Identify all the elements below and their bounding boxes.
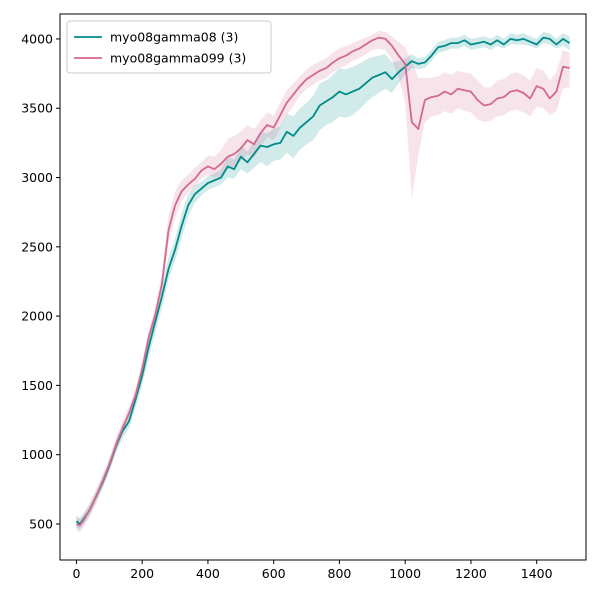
y-tick-label: 2500 [21, 239, 53, 254]
confidence-bands [76, 30, 570, 533]
y-tick-label: 3000 [21, 170, 53, 185]
y-tick-label: 2000 [21, 309, 53, 324]
x-tick-label: 0 [72, 566, 80, 581]
y-tick-label: 3500 [21, 101, 53, 116]
y-tick-label: 4000 [21, 31, 53, 46]
series-band-2 [76, 30, 570, 533]
x-tick-label: 1400 [521, 566, 553, 581]
plot-frame [59, 13, 587, 561]
legend-box [66, 20, 272, 74]
y-tick-label: 1000 [21, 447, 53, 462]
legend-label-2: myo08gamma099 (3) [110, 51, 246, 66]
series-lines [75, 36, 571, 527]
x-tick-label: 600 [262, 566, 286, 581]
x-tick-label: 200 [130, 566, 154, 581]
y-tick-label: 1500 [21, 378, 53, 393]
x-tick-label: 1200 [455, 566, 487, 581]
x-tick-label: 1000 [389, 566, 421, 581]
legend-label-1: myo08gamma08 (3) [110, 30, 238, 45]
x-axis: 0 200 400 600 800 1000 1200 1400 [72, 560, 553, 581]
series-line-1 [75, 36, 571, 525]
x-tick-label: 400 [196, 566, 220, 581]
y-tick-label: 500 [29, 516, 53, 531]
y-axis: 500 1000 1500 2000 2500 3000 3500 4000 [21, 31, 60, 531]
x-tick-label: 800 [328, 566, 352, 581]
series-line-2 [76, 36, 570, 527]
legend: myo08gamma08 (3) myo08gamma099 (3) [66, 20, 272, 74]
